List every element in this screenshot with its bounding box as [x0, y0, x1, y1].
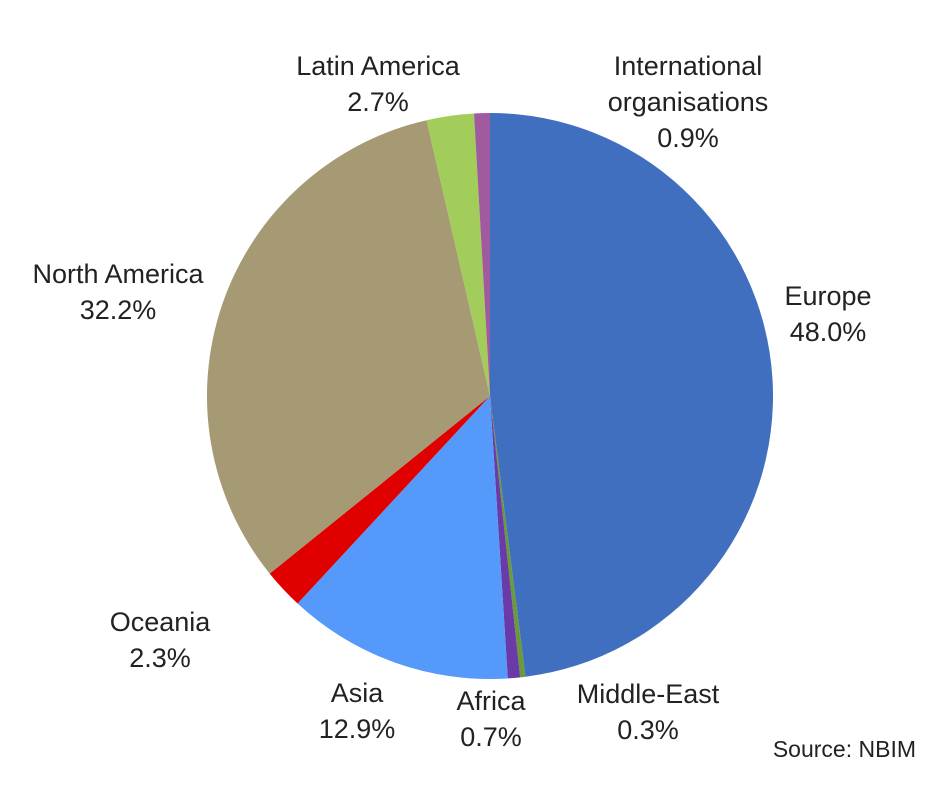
category-label: Asia [330, 678, 384, 708]
category-label: Middle-East [576, 679, 720, 709]
source-note: Source: NBIM [772, 736, 916, 762]
value-label: 32.2% [79, 295, 157, 325]
value-label: 12.9% [318, 714, 396, 744]
category-label: International organisations [607, 51, 769, 117]
value-label: 2.3% [129, 643, 191, 673]
slice-label: Middle-East 0.3% [548, 676, 748, 748]
value-label: 0.3% [617, 715, 679, 745]
value-label: 2.7% [347, 87, 409, 117]
pie-slice [269, 396, 490, 604]
slice-label: Europe 48.0% [748, 278, 908, 350]
pie-slice [474, 113, 490, 396]
pie-slice [490, 113, 773, 677]
value-label: 48.0% [789, 317, 867, 347]
slice-label: North America 32.2% [0, 256, 238, 328]
category-label: Latin America [296, 51, 460, 81]
pie-slice [297, 396, 508, 679]
slice-label: Oceania 2.3% [80, 604, 240, 676]
slice-label: Africa 0.7% [431, 683, 551, 755]
slice-label: Latin America 2.7% [258, 48, 498, 120]
pie-slice [490, 396, 526, 678]
value-label: 0.7% [460, 722, 522, 752]
category-label: Europe [784, 281, 872, 311]
category-label: Africa [456, 686, 526, 716]
pie-slice [206, 120, 491, 574]
category-label: North America [32, 259, 204, 289]
value-label: 0.9% [657, 123, 719, 153]
slice-label: International organisations 0.9% [588, 48, 788, 156]
pie-slice [426, 113, 490, 396]
slice-label: Asia 12.9% [287, 675, 427, 747]
category-label: Oceania [109, 607, 211, 637]
pie-slice [490, 396, 521, 679]
